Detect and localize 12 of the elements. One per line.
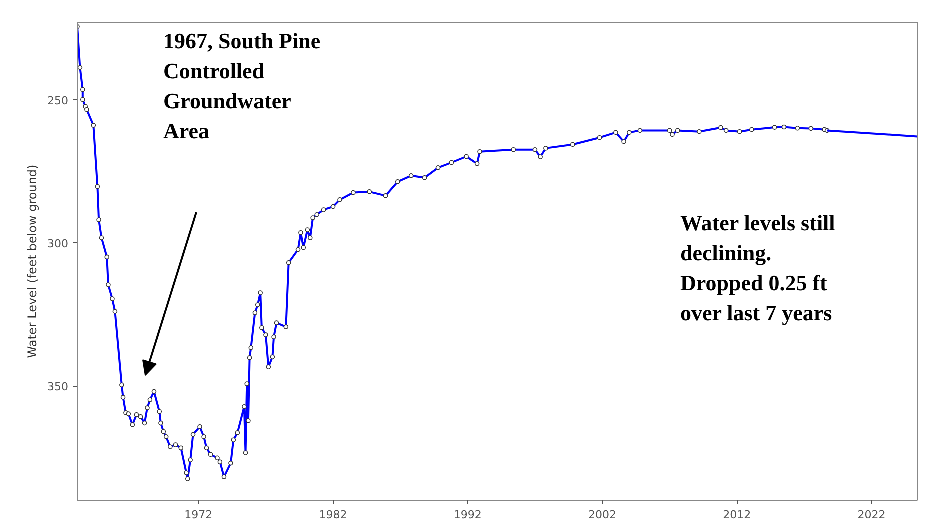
y-tick-label: 350 xyxy=(48,380,69,394)
annotation: Water levels still declining. Dropped 0.25 ft over last 7 years xyxy=(680,210,836,326)
x-tick-label: 1992 xyxy=(454,508,482,522)
annotation: 1967, South Pine Controlled Groundwater Area xyxy=(164,28,321,144)
x-tick-label: 2022 xyxy=(858,508,886,522)
x-tick-label: 1972 xyxy=(184,508,213,522)
x-tick-label: 2012 xyxy=(723,508,752,522)
y-axis-title: Water Level (feet below ground) xyxy=(26,164,40,358)
x-tick-label: 2002 xyxy=(588,508,617,522)
y-tick-label: 300 xyxy=(48,237,69,250)
y-tick-label: 250 xyxy=(48,94,69,108)
x-tick-label: 1982 xyxy=(319,508,348,522)
